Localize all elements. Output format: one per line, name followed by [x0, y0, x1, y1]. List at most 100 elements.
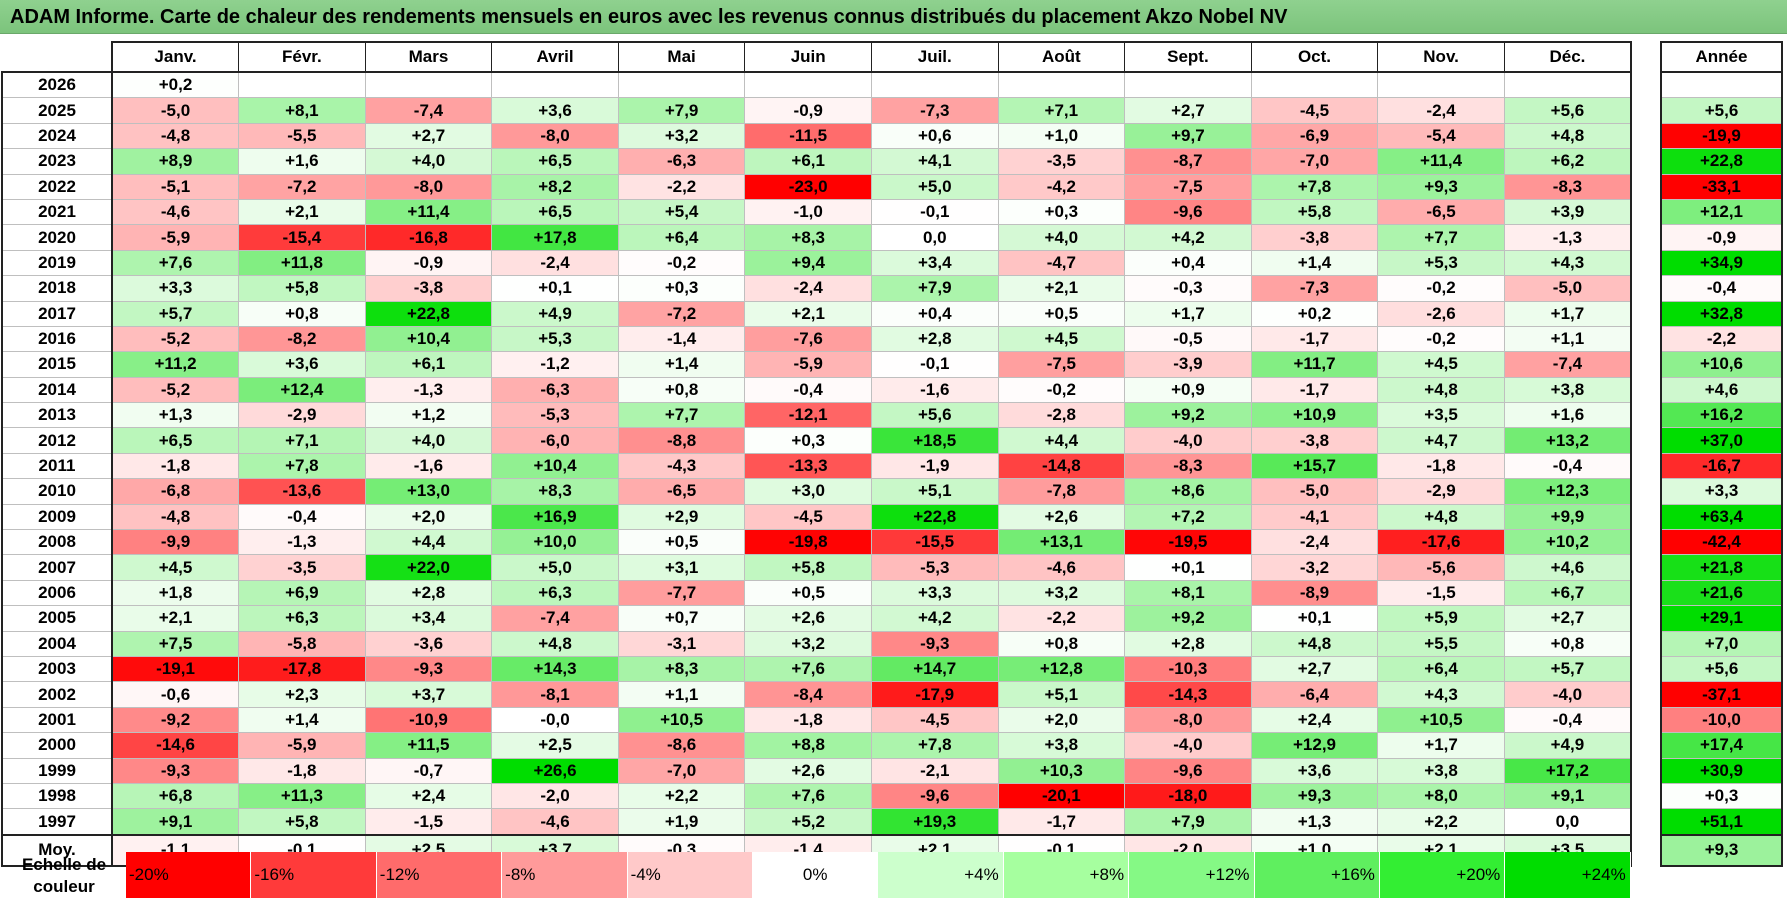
heatmap-cell — [870, 71, 999, 99]
heatmap-cell: +0,4 — [1124, 249, 1252, 277]
scale-swatch: -20% — [126, 852, 252, 898]
heatmap-cell: +10,9 — [1250, 402, 1379, 429]
heatmap-cell: -7,4 — [491, 605, 619, 632]
heatmap-cell: -3,8 — [1250, 427, 1379, 454]
heatmap-cell: +4,2 — [1124, 224, 1252, 251]
heatmap-cell: +12,9 — [1250, 732, 1379, 759]
heatmap-cell: -4,0 — [1503, 681, 1632, 708]
year-row: 2010 -6,8 -13,6 +13,0 +8,3 -6,5 +3,0 +5,1 -7,8 +8… — [1, 478, 1632, 505]
heatmap-cell: +2,2 — [617, 782, 746, 810]
heatmap-cell: +4,5 — [997, 325, 1126, 353]
heatmap-cell: -11,5 — [744, 122, 872, 150]
heatmap-cell: +7,8 — [1250, 173, 1379, 200]
heatmap-cell: -4,0 — [1124, 427, 1252, 454]
heatmap-cell: +6,3 — [491, 579, 619, 607]
year-label: 2011 — [1, 452, 113, 480]
heatmap-cell: +11,5 — [364, 732, 493, 759]
heatmap-cell: -6,5 — [1377, 198, 1505, 226]
heatmap-cell: -7,0 — [1250, 148, 1379, 175]
heatmap-cell: +10,0 — [491, 529, 619, 556]
heatmap-cell: -1,8 — [111, 452, 240, 480]
year-row: 2012 +6,5 +7,1 +4,0 -6,0 -8,8 +0,3 +18,5 +4,4 -4,… — [1, 427, 1632, 454]
heatmap-cell: +26,6 — [491, 757, 619, 784]
heatmap-cell: -10,9 — [364, 706, 493, 734]
heatmap-cell: +10,5 — [1377, 706, 1505, 734]
heatmap-cell: -3,8 — [364, 275, 493, 302]
scale-swatch: -4% — [627, 852, 753, 898]
heatmap-cell: -0,2 — [1377, 275, 1505, 302]
year-row: 2026 +0,2 — [1, 71, 1632, 99]
year-row: 2017 +5,7 +0,8 +22,8 +4,9 -7,2 +2,1 +0,4 +0,5 +1,… — [1, 300, 1632, 327]
heatmap-cell: +16,9 — [491, 503, 619, 531]
heatmap-cell: -9,9 — [111, 529, 240, 556]
heatmap-cell: -14,6 — [111, 732, 240, 759]
year-label: 2017 — [1, 300, 113, 327]
heatmap-cell: -6,4 — [1250, 681, 1379, 708]
heatmap-cell: -9,2 — [111, 706, 240, 734]
heatmap-cell: +3,2 — [744, 630, 872, 657]
heatmap-cell: +1,8 — [111, 579, 240, 607]
heatmap-cell: +3,8 — [1377, 757, 1505, 784]
heatmap-cell: -7,2 — [617, 300, 746, 327]
annual-cell: -10,0 — [1660, 706, 1783, 734]
year-row: 2009 -4,8 -0,4 +2,0 +16,9 +2,9 -4,5 +22,8 +2,6 +7… — [1, 503, 1632, 531]
heatmap-cell: -0,4 — [1503, 452, 1632, 480]
annual-cell — [1660, 71, 1783, 99]
year-row: 2023 +8,9 +1,6 +4,0 +6,5 -6,3 +6,1 +4,1 -3,5 -8,7… — [1, 148, 1632, 175]
year-label: 2001 — [1, 706, 113, 734]
annual-cell: +21,6 — [1660, 579, 1783, 607]
heatmap-cell: +2,6 — [744, 605, 872, 632]
heatmap-cell: -5,0 — [111, 97, 240, 124]
heatmap-cell: +0,8 — [617, 376, 746, 404]
heatmap-cell: +12,4 — [238, 376, 366, 404]
heatmap-cell: +2,0 — [364, 503, 493, 531]
heatmap-cell: +7,8 — [870, 732, 999, 759]
heatmap-cell: -1,7 — [1250, 376, 1379, 404]
heatmap-cell: +5,8 — [744, 554, 872, 581]
heatmap-cell: -8,1 — [491, 681, 619, 708]
heatmap-cell: +4,1 — [870, 148, 999, 175]
heatmap-cell: +2,7 — [1250, 655, 1379, 683]
heatmap-cell: -14,8 — [997, 452, 1126, 480]
heatmap-cell: +0,3 — [997, 198, 1126, 226]
month-header: Mars — [364, 41, 493, 73]
heatmap-cell: -1,7 — [1250, 325, 1379, 353]
heatmap-cell: -5,2 — [111, 376, 240, 404]
heatmap-cell: +2,7 — [364, 122, 493, 150]
scale-swatch: +16% — [1254, 852, 1380, 898]
heatmap-cell: +0,8 — [238, 300, 366, 327]
heatmap-cell: -0,4 — [1503, 706, 1632, 734]
heatmap-cell: -5,9 — [238, 732, 366, 759]
heatmap-cell: +1,0 — [997, 122, 1126, 150]
heatmap-cell: -8,6 — [617, 732, 746, 759]
heatmap-cell: -0,1 — [870, 198, 999, 226]
heatmap-cell: -15,4 — [238, 224, 366, 251]
heatmap-cell: -2,9 — [1377, 478, 1505, 505]
heatmap-cell: -8,2 — [238, 325, 366, 353]
heatmap-cell: +6,5 — [491, 148, 619, 175]
heatmap-cell: +1,7 — [1124, 300, 1252, 327]
annual-cell: +16,2 — [1660, 402, 1783, 429]
heatmap-cell: +0,1 — [1250, 605, 1379, 632]
heatmap-cell: +8,0 — [1377, 782, 1505, 810]
heatmap-cell: -9,6 — [1124, 757, 1252, 784]
heatmap-cell: +0,8 — [997, 630, 1126, 657]
heatmap-cell: +10,4 — [364, 325, 493, 353]
heatmap-cell: +5,7 — [111, 300, 240, 327]
heatmap-cell: -4,5 — [1250, 97, 1379, 124]
heatmap-cell: +0,4 — [870, 300, 999, 327]
heatmap-cell: +4,8 — [1377, 503, 1505, 531]
heatmap-cell: +5,0 — [491, 554, 619, 581]
scale-swatch: -16% — [251, 852, 377, 898]
heatmap-cell: -0,6 — [111, 681, 240, 708]
year-row: 2003 -19,1 -17,8 -9,3 +14,3 +8,3 +7,6 +14,7 +12,… — [1, 655, 1632, 683]
heatmap-cell: -7,6 — [744, 325, 872, 353]
year-label: 2009 — [1, 503, 113, 531]
year-label: 2013 — [1, 402, 113, 429]
heatmap-cell: +1,4 — [617, 351, 746, 378]
heatmap-cell: +14,7 — [870, 655, 999, 683]
heatmap-cell: +4,3 — [1377, 681, 1505, 708]
heatmap-cell: -14,3 — [1124, 681, 1252, 708]
heatmap-cell: +3,6 — [491, 97, 619, 124]
heatmap-cell: +6,3 — [238, 605, 366, 632]
